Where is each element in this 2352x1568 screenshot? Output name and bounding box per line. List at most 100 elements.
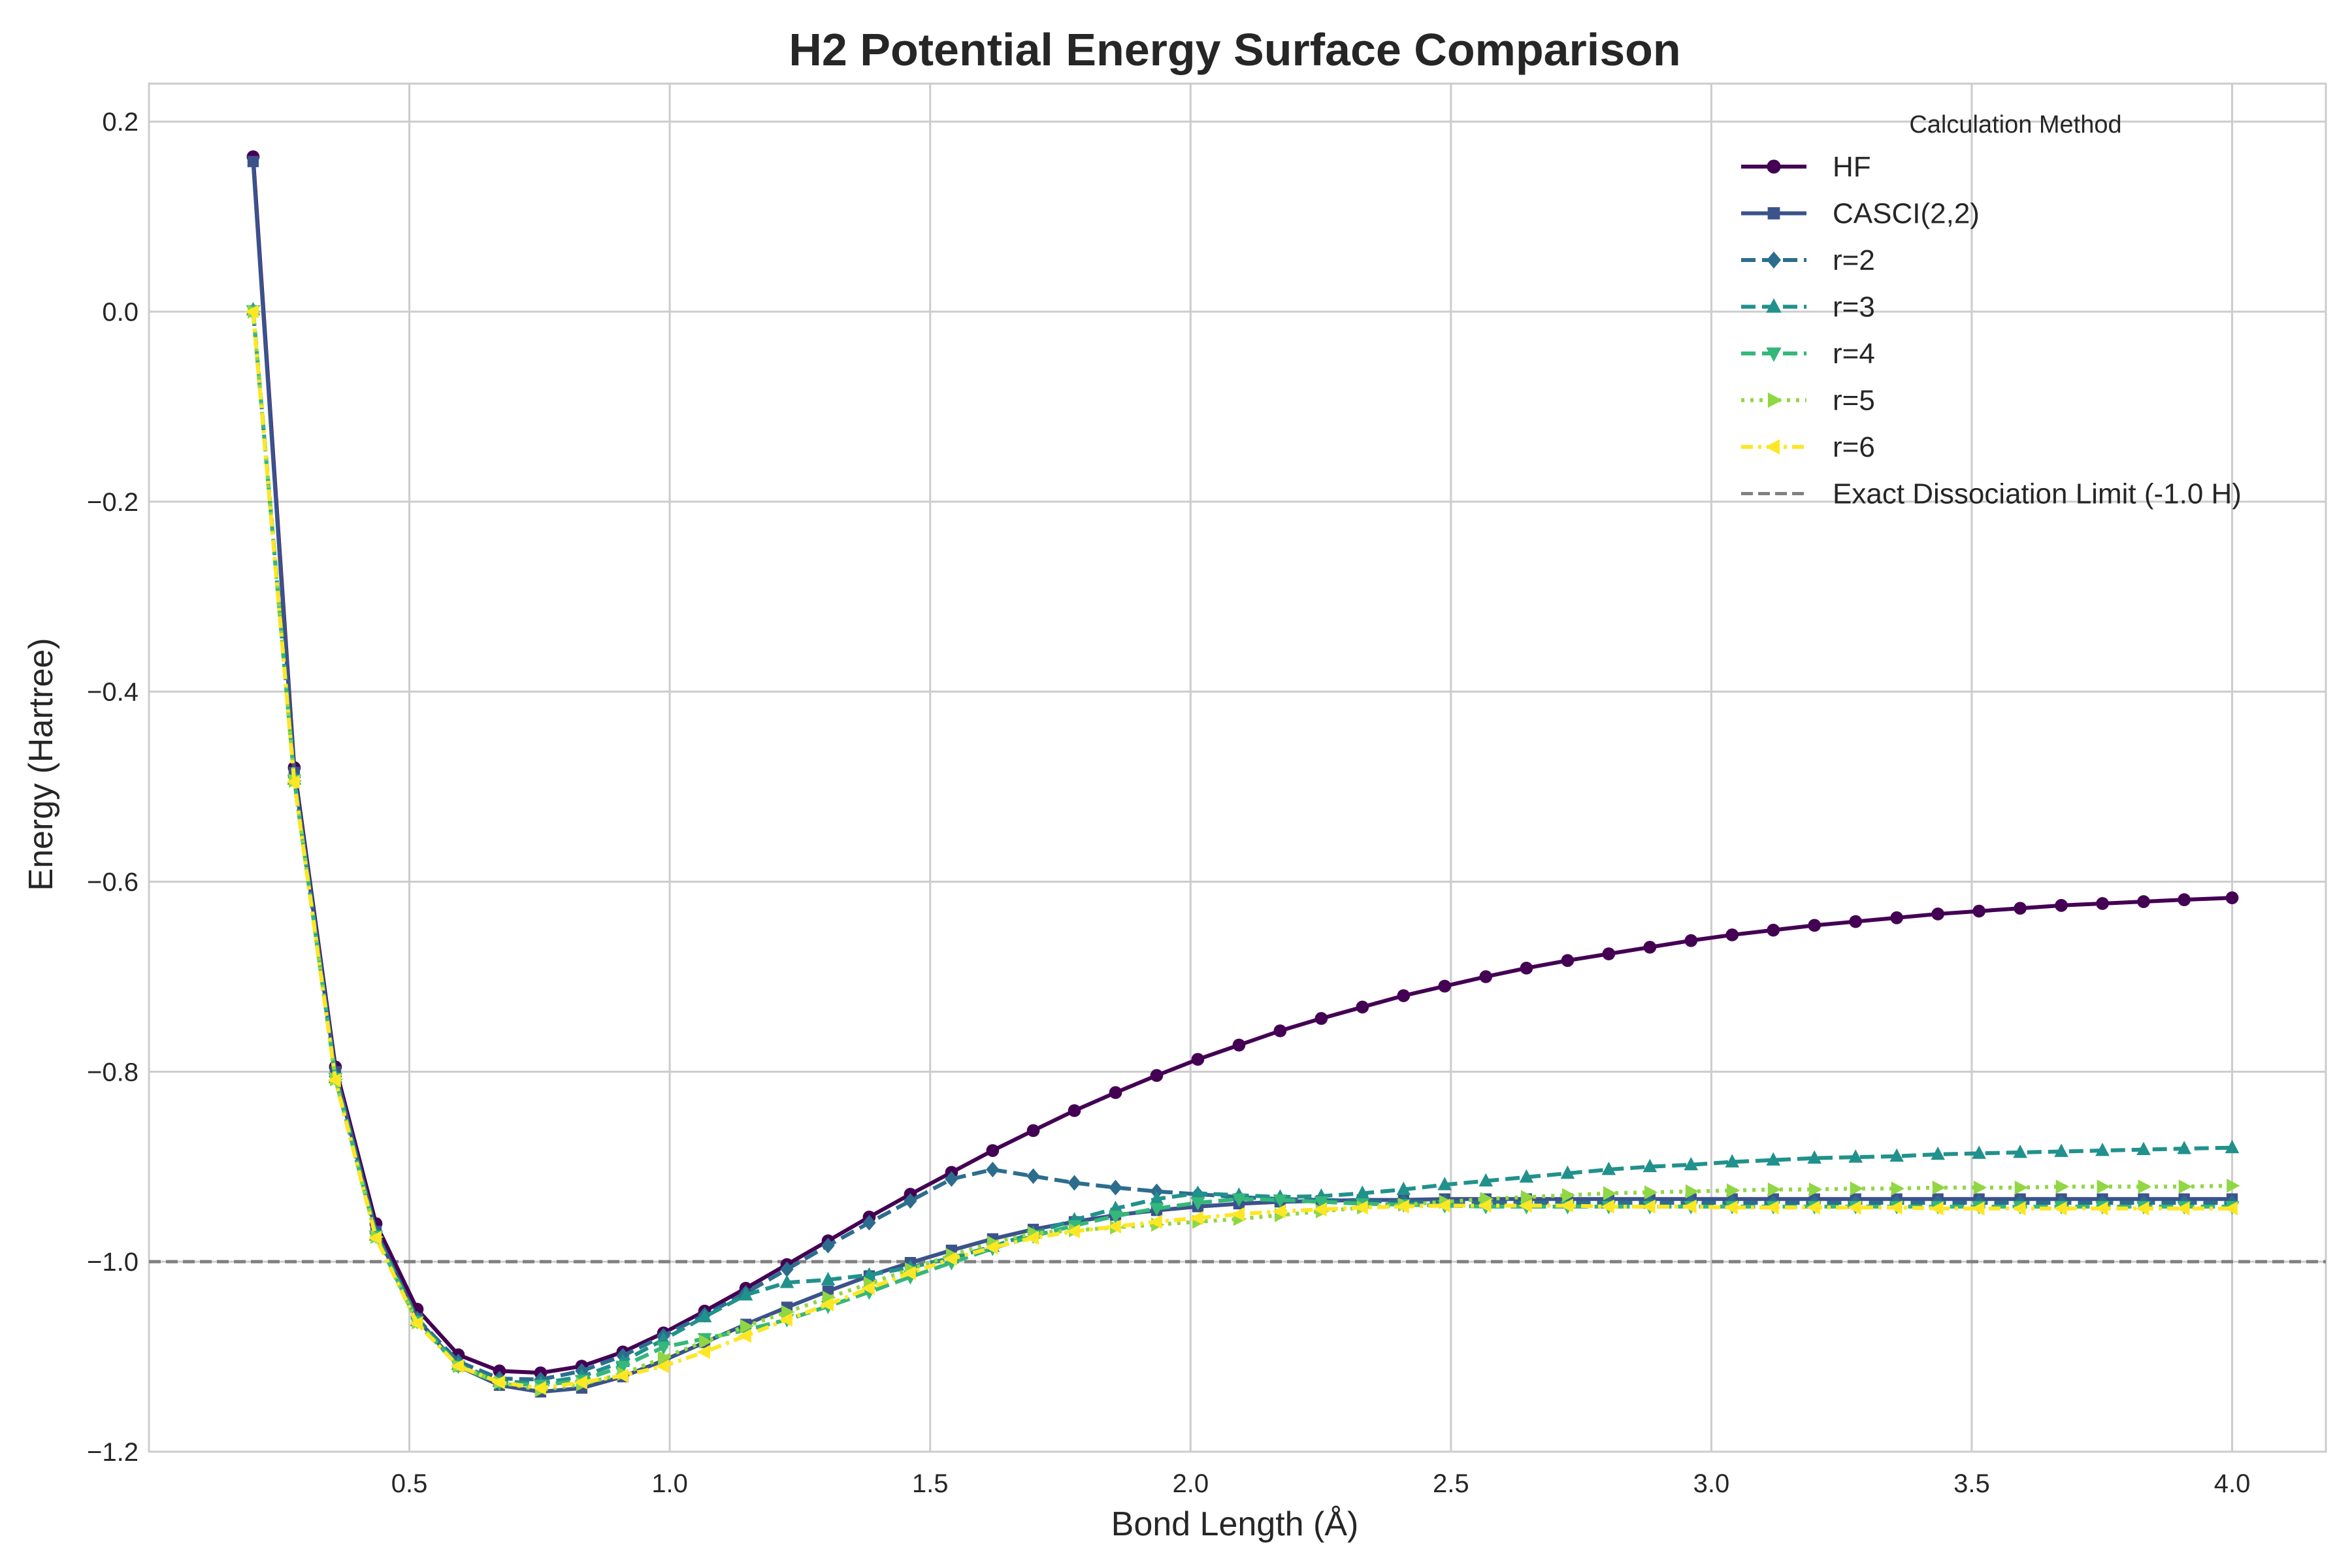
data-point	[1808, 919, 1821, 932]
data-point	[1889, 1200, 1903, 1215]
data-point	[2055, 899, 2068, 912]
x-tick-label: 0.5	[391, 1469, 428, 1498]
plot-area-frame	[148, 82, 2327, 1453]
legend-label: r=2	[1833, 244, 1875, 276]
y-tick-label: −0.8	[87, 1058, 139, 1086]
legend-item-hf: HF	[1741, 151, 1871, 183]
data-point	[1273, 1024, 1287, 1037]
data-point	[1478, 1173, 1494, 1186]
data-point	[1068, 1175, 1081, 1191]
data-point	[1603, 1186, 1617, 1201]
data-point	[1971, 1201, 1985, 1216]
data-point	[1150, 1069, 1164, 1082]
y-tick-label: 0.0	[102, 298, 139, 327]
x-tick-label: 2.5	[1433, 1469, 1469, 1498]
data-point	[615, 1368, 629, 1383]
legend-label: r=5	[1833, 385, 1875, 417]
data-point	[1848, 1149, 1863, 1163]
data-point	[1848, 1200, 1861, 1215]
legend: Calculation Method HF CASCI(2,2) r=2 r=3 r=4…	[1741, 111, 2242, 510]
data-point	[1149, 1203, 1164, 1217]
data-point	[2095, 1143, 2110, 1156]
data-point	[1109, 1086, 1122, 1100]
legend-item-r-2: r=2	[1741, 244, 1875, 276]
data-point	[943, 1252, 957, 1266]
data-point	[1068, 1104, 1081, 1117]
data-point	[2136, 1201, 2149, 1216]
data-point	[2178, 893, 2191, 906]
legend-label: CASCI(2,2)	[1833, 198, 1980, 230]
data-point	[1521, 1190, 1535, 1205]
data-point	[1479, 970, 1493, 983]
data-point	[1725, 1154, 1740, 1168]
data-point	[1314, 1196, 1329, 1210]
y-tick-labels: 0.2 0.0 −0.2 −0.4 −0.6 −0.8 −1.0 −1.2	[87, 108, 139, 1467]
grid	[149, 84, 2326, 1453]
data-point	[327, 1073, 341, 1088]
data-point	[1561, 954, 1575, 968]
data-point	[368, 1231, 382, 1245]
data-point	[1396, 1200, 1409, 1214]
data-point	[1149, 1191, 1164, 1205]
data-point	[1767, 1182, 1782, 1197]
data-point	[409, 1316, 423, 1331]
data-point	[1890, 911, 1904, 924]
data-point	[1520, 961, 1533, 975]
legend-item-r-5: r=5	[1741, 385, 1875, 417]
y-tick-label: −0.6	[87, 868, 139, 897]
legend-item-r-3: r=3	[1741, 291, 1875, 323]
y-tick-label: −0.2	[87, 488, 139, 517]
data-point	[1356, 1000, 1369, 1014]
data-point	[902, 1266, 916, 1281]
legend-marker	[1766, 252, 1782, 269]
data-point	[1973, 1180, 1987, 1195]
legend-label: Exact Dissociation Limit (-1.0 H)	[1833, 478, 2242, 510]
data-point	[2095, 1201, 2108, 1216]
data-point	[1109, 1179, 1122, 1196]
data-point	[1807, 1150, 1822, 1164]
data-point	[658, 1350, 672, 1365]
data-point	[1561, 1188, 1576, 1203]
legend-items: HF CASCI(2,2) r=2 r=3 r=4 r=5 r=6 Exact Dissoci…	[1741, 151, 2242, 510]
data-point	[655, 1359, 669, 1373]
data-point	[1932, 1180, 1946, 1195]
data-point	[532, 1380, 546, 1396]
data-point	[1602, 947, 1616, 960]
data-point	[2227, 1179, 2240, 1193]
x-tick-label: 3.5	[1953, 1469, 1990, 1498]
legend-item-reference: Exact Dissociation Limit (-1.0 H)	[1741, 478, 2242, 510]
data-point	[1850, 1181, 1864, 1196]
data-point	[1889, 1148, 1904, 1162]
data-point	[1149, 1215, 1162, 1229]
data-point	[1642, 1158, 1658, 1173]
data-point	[1891, 1181, 1905, 1196]
data-point	[985, 1240, 998, 1255]
data-point	[286, 775, 300, 789]
data-point	[1438, 979, 1452, 993]
data-point	[1313, 1202, 1327, 1217]
data-point	[1231, 1207, 1245, 1222]
data-point	[1644, 1185, 1658, 1200]
data-point	[696, 1345, 710, 1360]
data-point	[2054, 1143, 2068, 1157]
x-tick-labels: 0.5 1.0 1.5 2.0 2.5 3.0 3.5 4.0	[391, 1469, 2251, 1498]
data-point	[699, 1334, 713, 1349]
data-point	[823, 1290, 836, 1305]
data-point	[2013, 1144, 2027, 1158]
data-point	[1107, 1219, 1121, 1234]
data-point	[1724, 1200, 1738, 1215]
data-point	[1560, 1198, 1573, 1213]
data-point	[1232, 1193, 1247, 1207]
y-tick-label: 0.2	[102, 108, 139, 137]
data-point	[738, 1328, 751, 1343]
data-point	[862, 1267, 877, 1281]
data-point	[1972, 904, 1985, 918]
data-point	[1726, 1183, 1740, 1198]
data-point	[1025, 1231, 1039, 1245]
data-point	[1355, 1185, 1370, 1199]
data-point	[1066, 1224, 1080, 1239]
x-tick-label: 1.5	[912, 1469, 949, 1498]
legend-label: r=6	[1833, 431, 1875, 463]
y-axis-label: Energy (Hartree)	[22, 638, 60, 890]
